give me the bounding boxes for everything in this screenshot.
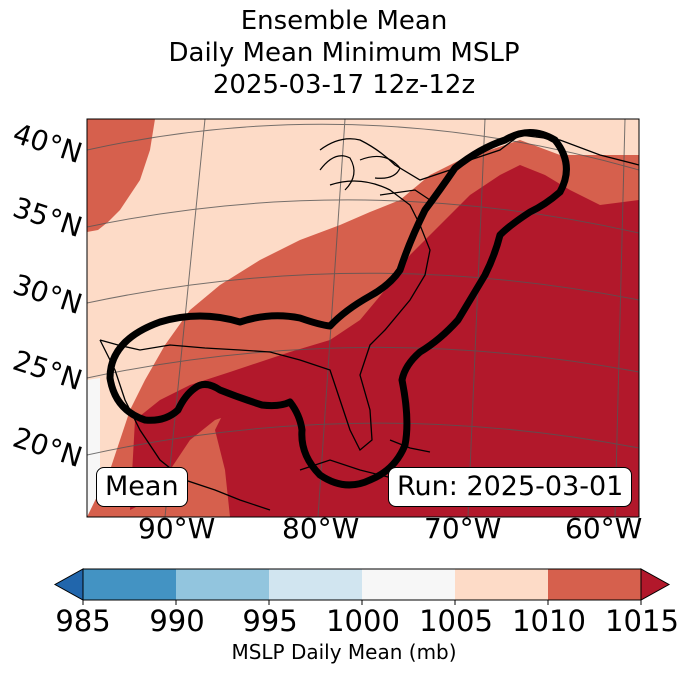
colorbar-tick-995: 995 (242, 604, 298, 638)
title-line-3: 2025-03-17 12z-12z (212, 70, 476, 100)
field-1010-1015-top (98, 119, 155, 230)
field-1015-west-tongue (130, 340, 330, 510)
title-line-1: Ensemble Mean (240, 6, 448, 36)
colorbar-segment-6 (548, 569, 641, 600)
colorbar-segment-1 (83, 569, 176, 600)
pressure-contour-1015 (106, 129, 570, 489)
graticule (87, 119, 639, 517)
colorbar-segment-3 (269, 569, 362, 600)
colorbar-extend-min (53, 568, 84, 601)
lon-label-60: 60°W (565, 512, 643, 545)
title-line-2: Daily Mean Minimum MSLP (168, 38, 520, 68)
lon-label-90: 90°W (138, 512, 216, 545)
run-label-box: Run: 2025-03-01 (388, 467, 633, 507)
field-1010-1015-west (87, 119, 98, 232)
great-lakes (319, 155, 431, 201)
colorbar-segment-5 (455, 569, 548, 600)
colorbar-segment-2 (176, 569, 269, 600)
lon-label-80: 80°W (282, 512, 360, 545)
lon-label-70: 70°W (424, 512, 502, 545)
colorbar-extend-max (640, 568, 671, 601)
colorbar-tick-1015: 1015 (605, 604, 679, 638)
colorbar-segment-4 (362, 569, 455, 600)
colorbar-tick-1005: 1005 (419, 604, 493, 638)
mean-label-box: Mean (96, 467, 188, 507)
colorbar-tick-1010: 1010 (512, 604, 586, 638)
colorbar-tick-1000: 1000 (326, 604, 400, 638)
colorbar-label: MSLP Daily Mean (mb) (231, 640, 457, 664)
field-1015-core (215, 165, 639, 517)
colorbar-tick-985: 985 (55, 604, 111, 638)
colorbar-tick-990: 990 (149, 604, 205, 638)
